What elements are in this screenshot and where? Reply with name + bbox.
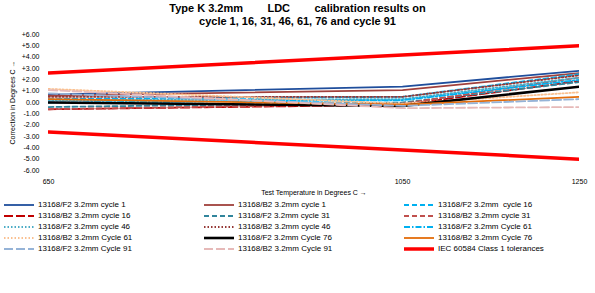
html-text:13168/B2 3.2mm cycle 31: 13168/B2 3.2mm cycle 31 (438, 211, 531, 220)
svg-text:+4.00: +4.00 (22, 53, 40, 60)
svg-text:-3.00: -3.00 (24, 133, 40, 140)
html-text:13168/B2 3.2mm Cycle 76: 13168/B2 3.2mm Cycle 76 (438, 233, 533, 242)
svg-text:Correction in Degrees C →: Correction in Degrees C → (9, 60, 17, 144)
svg-text:Test Temperature in Degrees C: Test Temperature in Degrees C → (261, 189, 367, 197)
html-text:13168/B2 3.2mm Cycle 61: 13168/B2 3.2mm Cycle 61 (38, 233, 133, 242)
html-text:Type K 3.2mm LDC calibration r: Type K 3.2mm LDC calibration results on … (169, 2, 426, 27)
svg-text:650: 650 (43, 178, 55, 185)
svg-text:-4.00: -4.00 (24, 144, 40, 151)
html-text:13168/F2 3.2mm Cycle 76: 13168/F2 3.2mm Cycle 76 (238, 233, 332, 242)
svg-text:-2.00: -2.00 (24, 121, 40, 128)
html-text:13168/F2 3.2mm cycle 31: 13168/F2 3.2mm cycle 31 (238, 211, 330, 220)
svg-text:-5.00: -5.00 (24, 155, 40, 162)
svg-text:+2.00: +2.00 (22, 76, 40, 83)
html-text:13168/F2 3.2mm cycle 1: 13168/F2 3.2mm cycle 1 (38, 200, 126, 209)
svg-text:1250: 1250 (572, 178, 588, 185)
svg-text:+6.00: +6.00 (22, 31, 40, 38)
svg-text:+3.00: +3.00 (22, 65, 40, 72)
html-text:13168/B2 3.2mm cycle 1: 13168/B2 3.2mm cycle 1 (238, 200, 326, 209)
html-text:13168/F2 3.2mm Cycle 91: 13168/F2 3.2mm Cycle 91 (38, 244, 132, 253)
html-text:13168/B2 3.2mm cycle 16: 13168/B2 3.2mm cycle 16 (38, 211, 131, 220)
svg-text:1050: 1050 (395, 178, 411, 185)
html-text:13168/F2 3.2mm Cycle 61: 13168/F2 3.2mm Cycle 61 (438, 222, 532, 231)
svg-text:-6.00: -6.00 (24, 167, 40, 174)
html-text:13168/B2 3.2mm Cycle 91: 13168/B2 3.2mm Cycle 91 (238, 244, 333, 253)
svg-text:+1.00: +1.00 (22, 87, 40, 94)
svg-text:+5.00: +5.00 (22, 42, 40, 49)
svg-text:0.00: 0.00 (26, 99, 40, 106)
html-text:13168/B2 3.2mm cycle 46: 13168/B2 3.2mm cycle 46 (238, 222, 331, 231)
svg-text:-1.00: -1.00 (24, 110, 40, 117)
html-text:IEC 60584 Class 1 tolerances: IEC 60584 Class 1 tolerances (438, 244, 544, 253)
html-text:13168/F2 3.2mm cycle 16: 13168/F2 3.2mm cycle 16 (438, 200, 533, 209)
html-text:13168/F2 3.2mm cycle 46: 13168/F2 3.2mm cycle 46 (38, 222, 130, 231)
